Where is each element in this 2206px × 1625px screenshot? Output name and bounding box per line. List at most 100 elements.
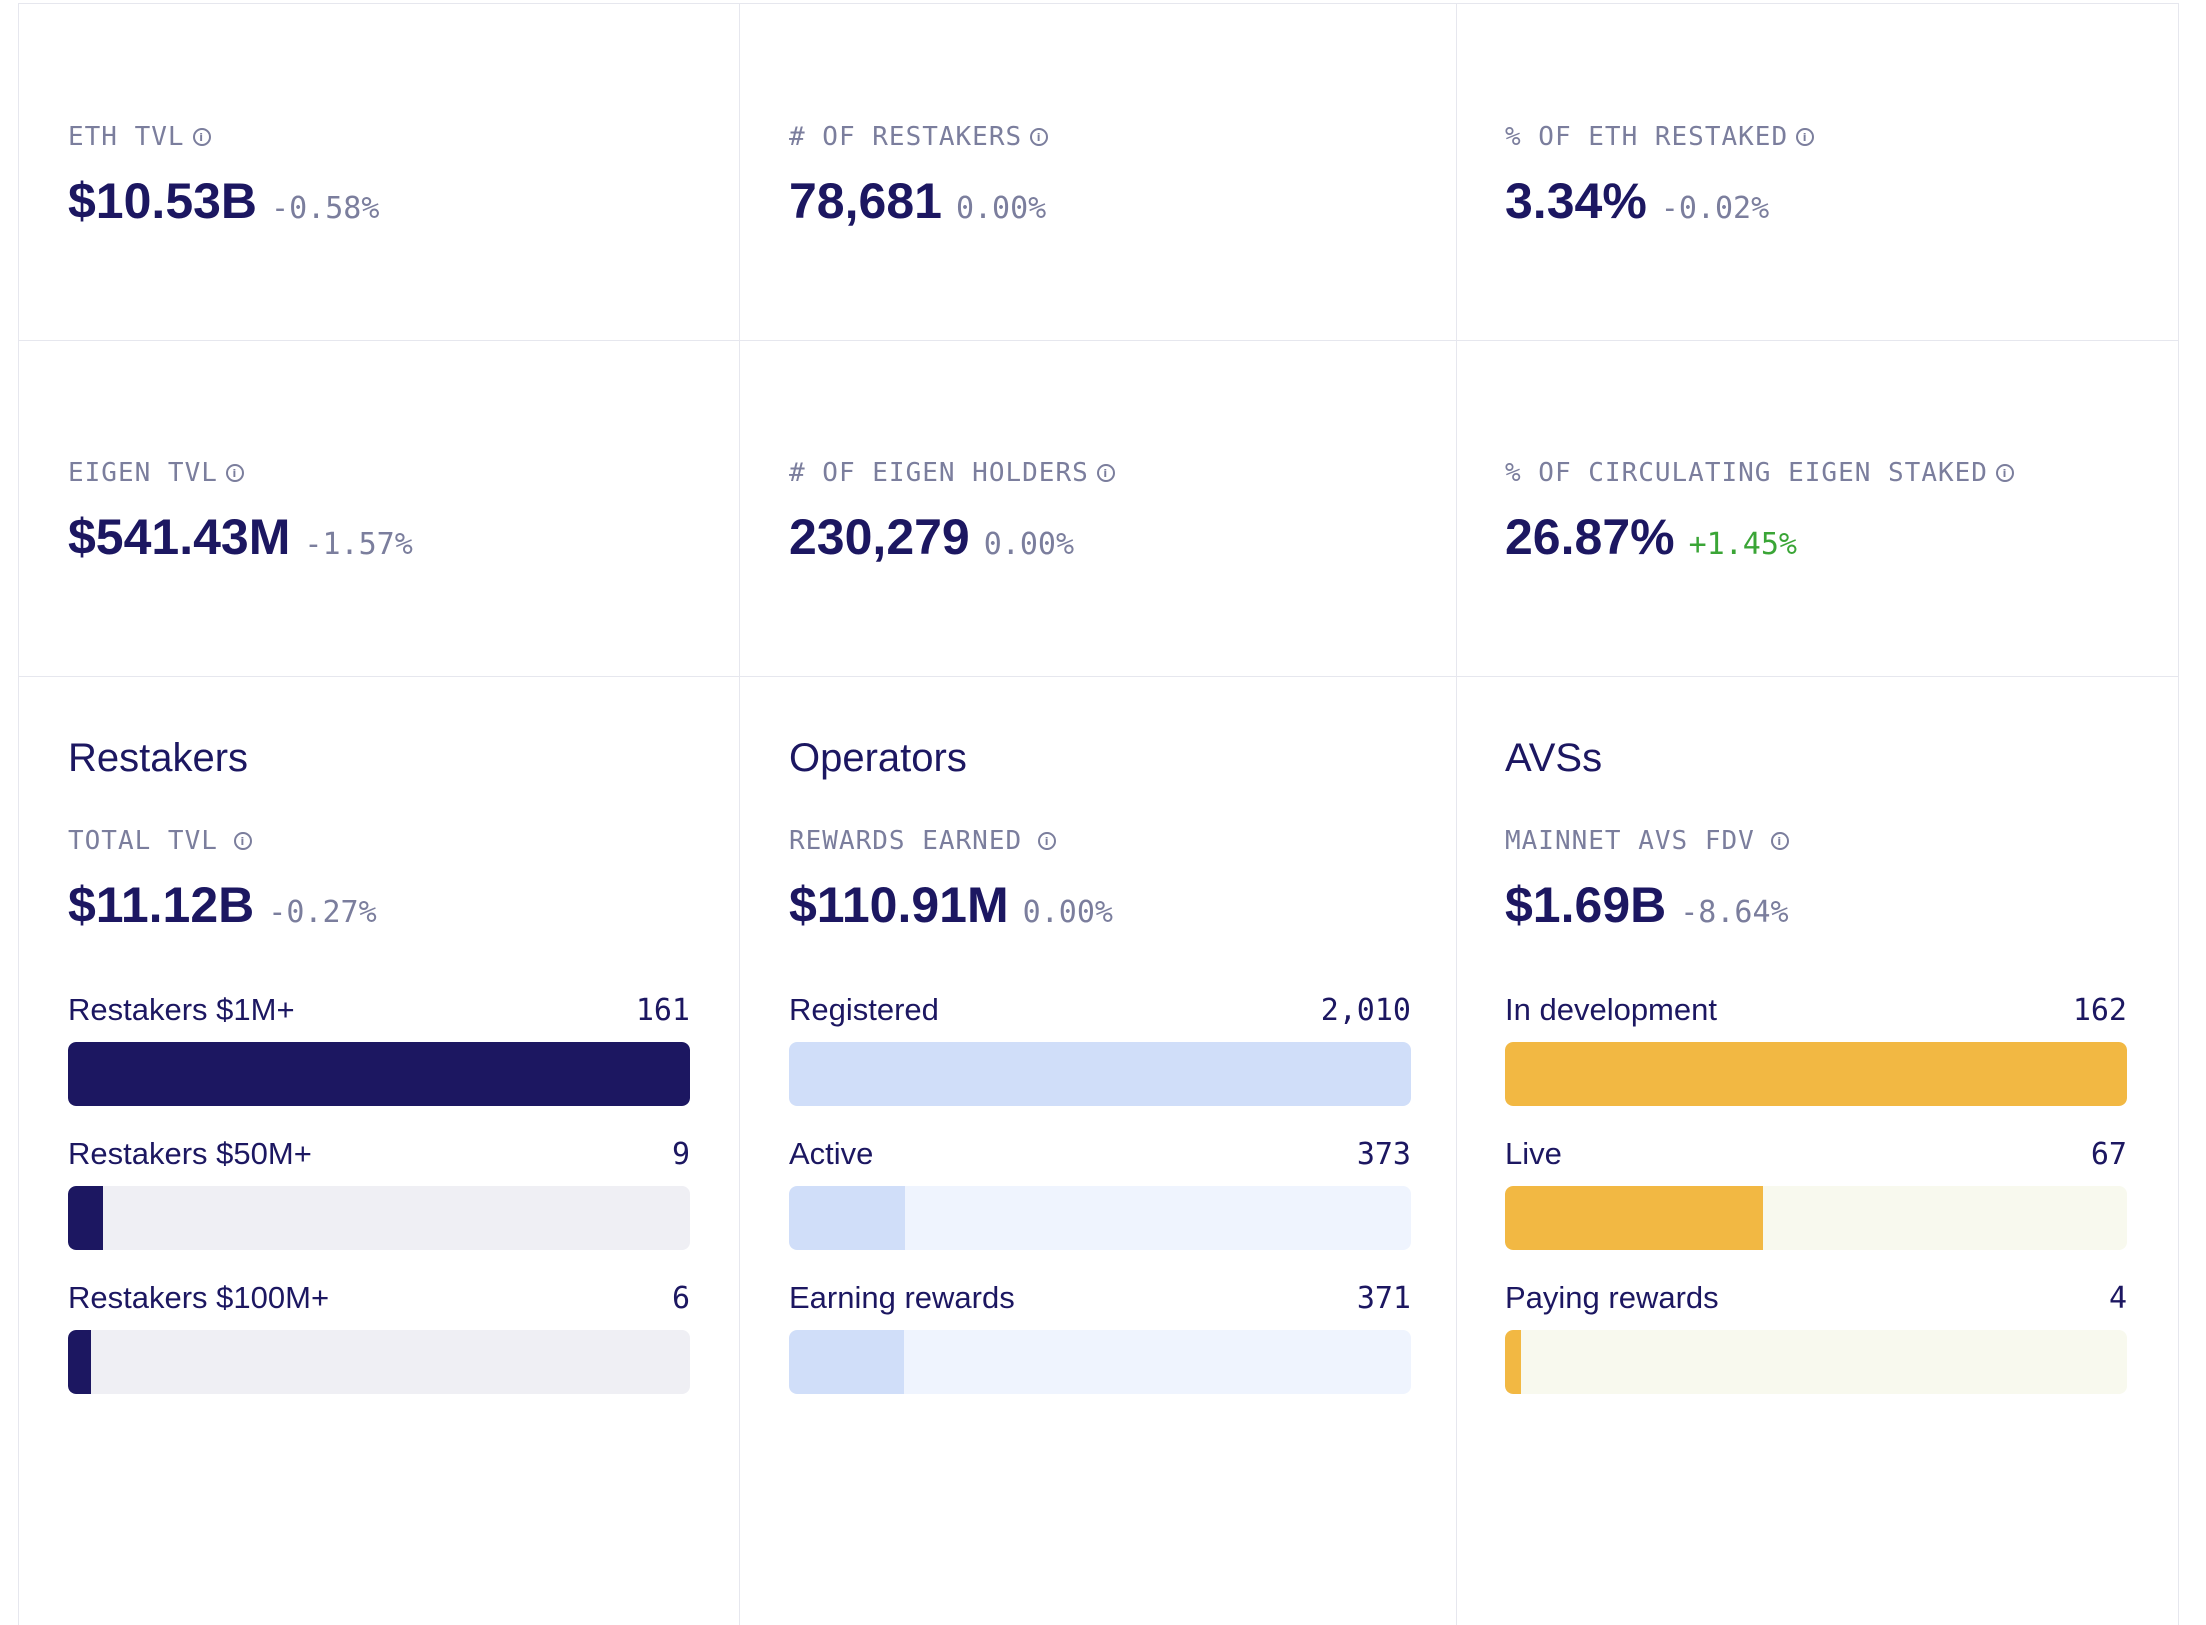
metric-label: TOTAL TVL i: [68, 826, 252, 856]
stat-label: % OF CIRCULATING EIGEN STAKED i: [1505, 458, 2014, 488]
bar-fill: [789, 1042, 1411, 1106]
info-icon[interactable]: i: [192, 128, 211, 146]
bar-row: Registered 2,010: [789, 992, 1411, 1106]
section-title: Operators: [789, 736, 967, 780]
metric-value: $110.91M: [789, 877, 1009, 933]
stat-label-text: ETH TVL: [68, 122, 185, 152]
section-operators: Operators REWARDS EARNED i $110.91M 0.00…: [739, 676, 1456, 1625]
stat-card-eigen-staked: % OF CIRCULATING EIGEN STAKED i 26.87% +…: [1456, 340, 2178, 676]
bar-row: Restakers $100M+ 6: [68, 1280, 690, 1394]
bar-fill: [68, 1186, 103, 1250]
bar-count: 162: [2072, 993, 2127, 1028]
stat-card-eigen-tvl: EIGEN TVL i $541.43M -1.57%: [19, 340, 739, 676]
bar-row: Restakers $1M+ 161: [68, 992, 690, 1106]
info-icon[interactable]: i: [1096, 464, 1115, 482]
bar-row: Active 373: [789, 1136, 1411, 1250]
bar-track: [68, 1186, 690, 1250]
metric-value-row: $110.91M 0.00%: [789, 876, 1113, 934]
stat-value: 26.87%: [1505, 509, 1675, 565]
bar-track: [68, 1042, 690, 1106]
metric-delta: -0.27%: [268, 895, 377, 930]
stat-label-text: EIGEN TVL: [68, 458, 218, 488]
section-restakers: Restakers TOTAL TVL i $11.12B -0.27% Res…: [19, 676, 739, 1625]
metric-label: REWARDS EARNED i: [789, 826, 1057, 856]
stat-value-row: 3.34% -0.02%: [1505, 172, 1769, 230]
bar-track: [1505, 1042, 2127, 1106]
stat-delta: 0.00%: [955, 191, 1047, 226]
stat-label-text: % OF ETH RESTAKED: [1505, 122, 1789, 152]
info-icon[interactable]: i: [1038, 832, 1057, 850]
stat-label-text: # OF RESTAKERS: [789, 122, 1023, 152]
bar-fill: [1505, 1330, 1521, 1394]
bar-label: Registered: [789, 992, 939, 1027]
column-divider: [739, 4, 740, 1625]
bar-fill: [1505, 1186, 1763, 1250]
bar-label: Active: [789, 1136, 874, 1171]
stat-label: % OF ETH RESTAKED i: [1505, 122, 1815, 152]
stat-value: 78,681: [789, 173, 942, 229]
info-icon[interactable]: i: [1030, 128, 1049, 146]
metric-value: $11.12B: [68, 877, 255, 933]
bar-label: In development: [1505, 992, 1717, 1027]
stat-delta: -0.58%: [271, 191, 380, 226]
metric-label: MAINNET AVS FDV i: [1505, 826, 1789, 856]
stat-value: 230,279: [789, 509, 970, 565]
metric-value-row: $1.69B -8.64%: [1505, 876, 1789, 934]
stat-delta: -1.57%: [304, 527, 413, 562]
stat-card-eth-tvl: ETH TVL i $10.53B -0.58%: [19, 4, 739, 340]
stat-label-text: % OF CIRCULATING EIGEN STAKED: [1505, 458, 1988, 488]
stat-value-row: $10.53B -0.58%: [68, 172, 379, 230]
bar-count: 67: [2090, 1137, 2127, 1172]
stat-delta: +1.45%: [1688, 527, 1797, 562]
section-title: AVSs: [1505, 736, 1603, 780]
section-title: Restakers: [68, 736, 249, 780]
stat-card-restakers-count: # OF RESTAKERS i 78,681 0.00%: [739, 4, 1456, 340]
bar-track: [1505, 1330, 2127, 1394]
stat-label-text: # OF EIGEN HOLDERS: [789, 458, 1089, 488]
bar-track: [789, 1042, 1411, 1106]
bar-track: [789, 1330, 1411, 1394]
info-icon[interactable]: i: [1796, 128, 1815, 146]
stat-value-row: 230,279 0.00%: [789, 508, 1074, 566]
bar-track: [789, 1186, 1411, 1250]
stat-value: $10.53B: [68, 173, 258, 229]
stat-value-row: $541.43M -1.57%: [68, 508, 413, 566]
stat-card-eigen-holders: # OF EIGEN HOLDERS i 230,279 0.00%: [739, 340, 1456, 676]
bar-row: Paying rewards 4: [1505, 1280, 2127, 1394]
bar-label: Live: [1505, 1136, 1562, 1171]
bar-label: Earning rewards: [789, 1280, 1015, 1315]
bar-row: Earning rewards 371: [789, 1280, 1411, 1394]
bar-label: Paying rewards: [1505, 1280, 1719, 1315]
bar-fill: [1505, 1042, 2127, 1106]
bar-label: Restakers $1M+: [68, 992, 295, 1027]
stat-value: $541.43M: [68, 509, 291, 565]
bar-row: Live 67: [1505, 1136, 2127, 1250]
metric-delta: -8.64%: [1680, 895, 1789, 930]
bar-count: 371: [1356, 1281, 1411, 1316]
stat-label: # OF RESTAKERS i: [789, 122, 1049, 152]
metric-label-text: MAINNET AVS FDV: [1505, 826, 1755, 856]
metric-delta: 0.00%: [1022, 895, 1113, 930]
bar-fill: [68, 1330, 91, 1394]
stat-label: # OF EIGEN HOLDERS i: [789, 458, 1115, 488]
row-divider: [19, 676, 2178, 677]
stat-value-row: 78,681 0.00%: [789, 172, 1046, 230]
bar-track: [1505, 1186, 2127, 1250]
stat-card-eth-restaked: % OF ETH RESTAKED i 3.34% -0.02%: [1456, 4, 2178, 340]
stat-label: ETH TVL i: [68, 122, 211, 152]
stat-value: 3.34%: [1505, 173, 1647, 229]
dashboard-grid: ETH TVL i $10.53B -0.58% # OF RESTAKERS …: [18, 3, 2179, 1625]
info-icon[interactable]: i: [1770, 832, 1789, 850]
row-divider: [19, 340, 2178, 341]
bar-count: 2,010: [1320, 993, 1411, 1028]
metric-value: $1.69B: [1505, 877, 1667, 933]
metric-label-text: REWARDS EARNED: [789, 826, 1023, 856]
bar-row: Restakers $50M+ 9: [68, 1136, 690, 1250]
column-divider: [1456, 4, 1457, 1625]
info-icon[interactable]: i: [225, 464, 244, 482]
info-icon[interactable]: i: [1995, 464, 2014, 482]
info-icon[interactable]: i: [233, 832, 252, 850]
stat-delta: -0.02%: [1660, 191, 1770, 226]
stat-label: EIGEN TVL i: [68, 458, 244, 488]
bar-count: 161: [635, 993, 690, 1028]
